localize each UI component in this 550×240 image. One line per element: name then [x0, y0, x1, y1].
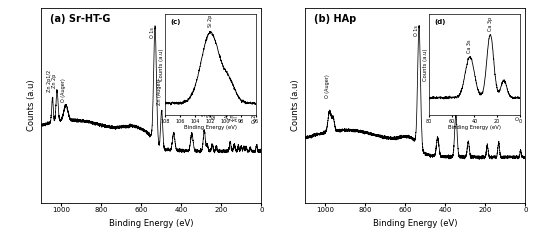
- Text: Zn 2p: Zn 2p: [52, 74, 57, 88]
- Text: P 2s: P 2s: [482, 101, 487, 111]
- Text: Zn (Auger): Zn (Auger): [157, 78, 162, 105]
- Text: Ca 3p: Ca 3p: [488, 17, 493, 31]
- Text: O 1s: O 1s: [414, 25, 419, 36]
- Text: Sr 3d: Sr 3d: [202, 102, 207, 116]
- Text: O (Auger): O (Auger): [324, 75, 329, 98]
- X-axis label: Binding Energy (eV): Binding Energy (eV): [184, 125, 237, 130]
- Text: Ca 2s: Ca 2s: [169, 95, 174, 109]
- Text: Zn 2p1/2: Zn 2p1/2: [47, 70, 52, 92]
- Text: Al 2p: Al 2p: [234, 108, 239, 120]
- Text: Al 2s: Al 2s: [226, 107, 230, 119]
- Text: C 1s: C 1s: [199, 95, 204, 106]
- Y-axis label: Counts (a.u): Counts (a.u): [291, 80, 300, 132]
- Text: O 2s: O 2s: [516, 109, 521, 120]
- Text: O 1s: O 1s: [150, 27, 155, 38]
- Text: O (Auger): O (Auger): [61, 78, 66, 102]
- Text: Ca 2p: Ca 2p: [187, 97, 192, 111]
- Text: (d): (d): [434, 19, 446, 25]
- Text: Si 2p: Si 2p: [212, 106, 217, 119]
- Text: C 1s: C 1s: [463, 95, 468, 106]
- Text: (b) HAp: (b) HAp: [314, 14, 356, 24]
- Y-axis label: Counts (a.u): Counts (a.u): [422, 48, 427, 81]
- Text: Ca 3s: Ca 3s: [468, 40, 472, 53]
- Y-axis label: Counts (a.u): Counts (a.u): [27, 80, 36, 132]
- Text: O 2s: O 2s: [252, 112, 257, 123]
- X-axis label: Binding Energy (eV): Binding Energy (eV): [448, 125, 501, 130]
- Text: (c): (c): [170, 19, 181, 25]
- Y-axis label: Counts (a.u): Counts (a.u): [158, 48, 163, 81]
- Text: Si 2p: Si 2p: [207, 105, 212, 117]
- Text: P 2p: P 2p: [494, 97, 499, 108]
- Text: (a) Sr-HT-G: (a) Sr-HT-G: [50, 14, 111, 24]
- Text: Ca 2p: Ca 2p: [451, 66, 456, 80]
- X-axis label: Binding Energy (eV): Binding Energy (eV): [109, 219, 194, 228]
- Text: Zn 3p: Zn 3p: [230, 107, 235, 121]
- X-axis label: Binding Energy (eV): Binding Energy (eV): [373, 219, 458, 228]
- Text: Ca 2s: Ca 2s: [433, 92, 438, 105]
- Text: Si 2p: Si 2p: [208, 15, 213, 27]
